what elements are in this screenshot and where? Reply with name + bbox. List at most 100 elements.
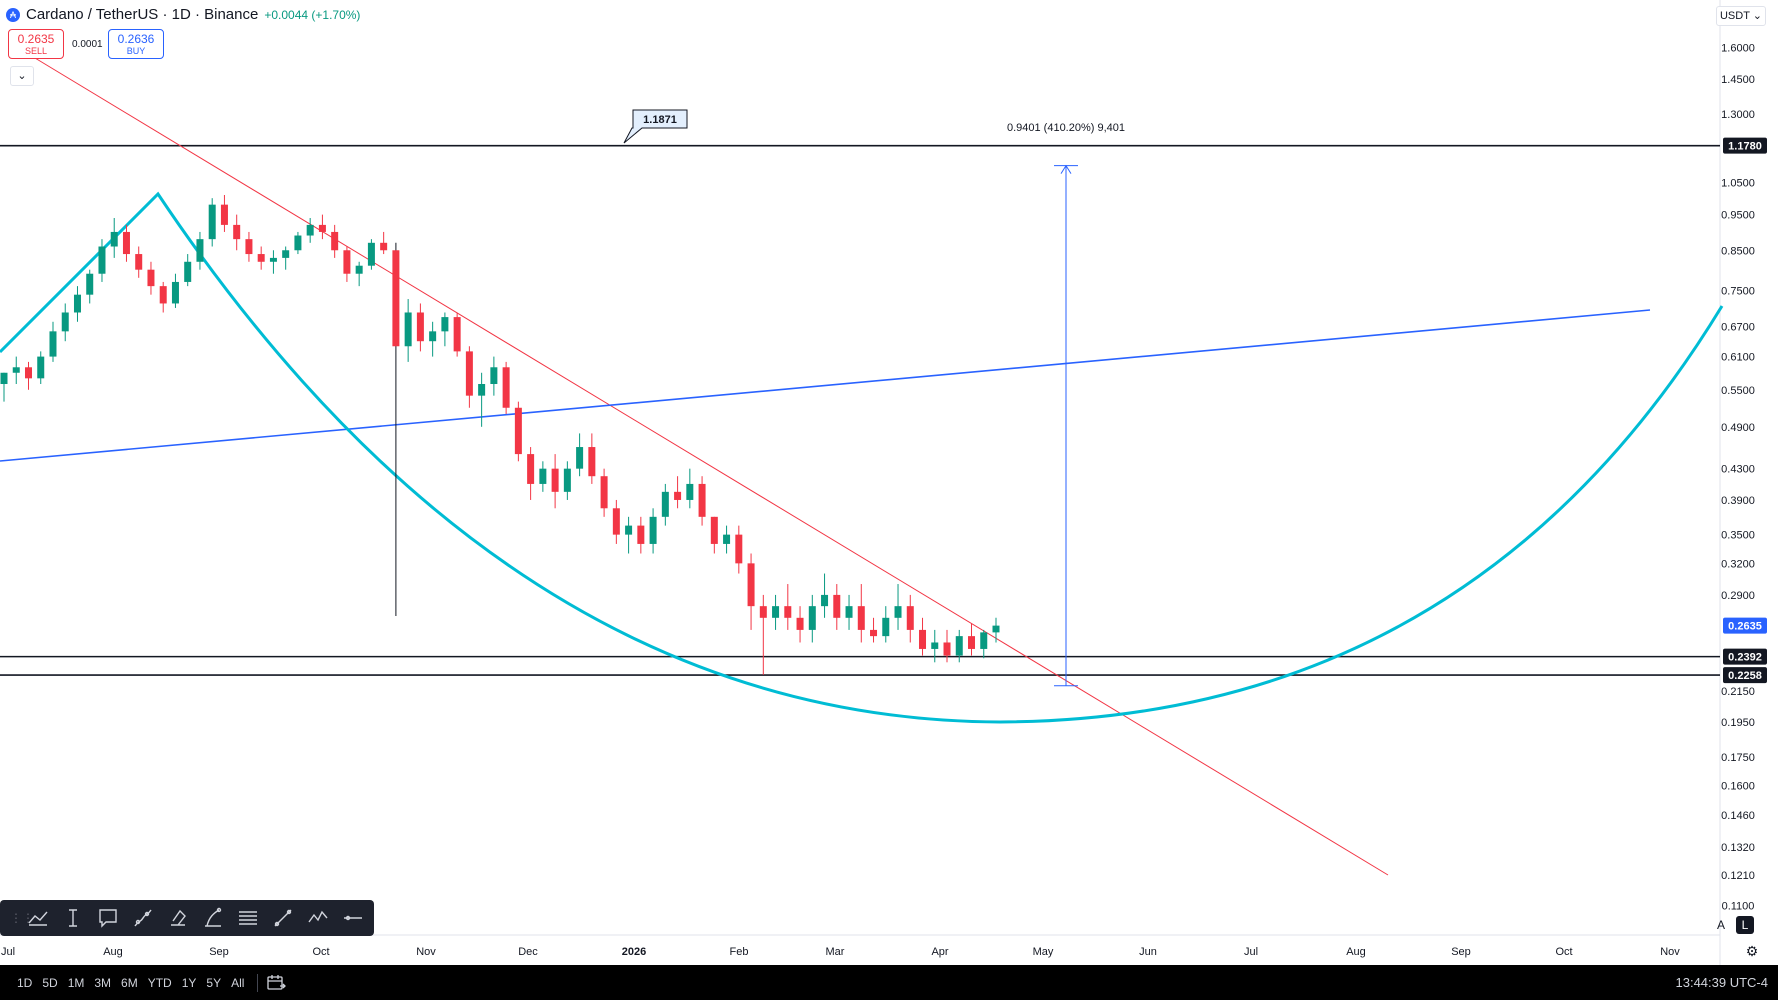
candle-body [698,483,706,517]
range-5d[interactable]: 5D [42,975,58,990]
candle-body [784,606,792,618]
cardano-logo-icon: ₳ [6,7,20,22]
callout-box[interactable] [623,109,688,144]
y-tick-label: 0.1210 [1721,870,1755,882]
x-tick-label: Aug [103,946,123,958]
range-6m[interactable]: 6M [121,975,138,990]
callout-tool[interactable] [92,904,123,932]
candle-body [796,617,804,630]
y-tick-label: 0.4900 [1721,422,1755,434]
candle-body [220,204,228,225]
candle-body [894,606,902,618]
range-1m[interactable]: 1M [67,975,85,990]
candle-body [992,625,1000,633]
range-all[interactable]: All [231,975,245,990]
symbol-title[interactable]: Cardano / TetherUS · 1D · Binance [26,6,259,23]
chart-settings-button[interactable]: ⚙ [1744,943,1760,959]
buy-label: BUY [126,46,146,56]
candle-body [576,447,584,469]
candle-body [110,231,118,247]
candle-body [637,525,645,544]
price-axis-label-text: 0.2392 [1728,652,1762,664]
y-tick-label: 0.3900 [1721,495,1755,507]
pattern-tool[interactable] [302,904,333,932]
trend-line-tool-icon [27,911,48,926]
scale-mode-buttons: A L [1712,916,1754,934]
price-axis-label [1723,667,1767,684]
candle-body [551,468,559,492]
auto-scale-button[interactable]: A [1716,918,1725,932]
candle-body [269,257,277,262]
candle-body [674,491,682,500]
y-tick-label: 0.2900 [1721,590,1755,602]
goto-date-button[interactable] [266,974,287,992]
y-tick-label: 1.6000 [1721,43,1755,55]
range-1y[interactable]: 1Y [181,975,197,990]
candle-body [245,239,253,255]
rounding-bottom-curve[interactable] [0,191,1724,724]
path-tool[interactable] [197,904,228,932]
symbol-header: ₳ Cardano / TetherUS · 1D · Binance +0.0… [6,6,360,23]
fib-retracement-tool[interactable] [232,904,263,932]
clock-timezone[interactable]: 13:44:39 UTC-4 [1675,975,1769,990]
candle-body [37,356,45,379]
candle-body [955,636,963,656]
y-tick-label: 0.7500 [1721,285,1755,297]
range-1d[interactable]: 1D [17,975,33,990]
y-tick-label: 0.8500 [1721,245,1755,257]
candle-body [710,516,718,544]
x-tick-label: Dec [518,946,538,958]
candle-body [723,534,731,544]
collapse-legend-button[interactable]: ⌄ [10,66,34,86]
y-tick-label: 0.1950 [1721,717,1755,729]
horizontal-line-tool[interactable] [337,904,368,932]
candle-body [12,367,20,373]
x-tick-label: Jul [1,946,15,958]
ascending-trendline[interactable] [0,309,1651,462]
fib-retracement-tool-icon [238,911,257,925]
x-tick-label: Oct [312,946,329,958]
candle-body [257,254,265,262]
sell-label: SELL [24,46,48,56]
price-change: +0.0044 (+1.70%) [264,7,361,22]
sell-price: 0.2635 [17,32,55,46]
currency-select[interactable]: USDT ⌄ [1716,6,1766,26]
y-tick-label: 1.4500 [1721,74,1755,86]
candle-body [49,331,57,357]
ray-tool[interactable] [267,904,298,932]
drag-handle-icon[interactable]: ⋮⋮ [10,911,34,925]
x-tick-label: Nov [416,946,436,958]
range-ytd[interactable]: YTD [147,975,172,990]
candle-body [318,224,326,232]
callout-label: 1.1871 [643,114,677,126]
candle-body [919,629,927,649]
candle-body [968,636,976,649]
candle-body [882,617,890,637]
brush-tool[interactable] [127,904,158,932]
buy-button[interactable]: 0.2636 BUY [108,29,164,59]
candle-body [355,265,363,274]
y-tick-label: 0.3200 [1721,558,1755,570]
text-cursor-tool[interactable] [57,904,88,932]
candle-body [159,286,167,304]
text-cursor-tool-icon [68,909,77,927]
y-tick-label: 0.4300 [1721,464,1755,476]
sell-button[interactable]: 0.2635 SELL [8,29,64,59]
price-axis-label-text: 0.2258 [1728,670,1762,682]
x-tick-label: 2026 [622,946,646,958]
callout-tool-icon [98,909,117,928]
eraser-tool[interactable] [162,904,193,932]
descending-trendline[interactable] [29,54,1389,876]
trend-line-tool[interactable] [22,904,53,932]
range-3m[interactable]: 3M [94,975,112,990]
candle-body [416,312,424,342]
y-tick-label: 0.3500 [1721,530,1755,542]
candle-body [147,269,155,287]
horizontal-line-tool-icon [343,915,362,921]
range-5y[interactable]: 5Y [206,975,222,990]
toolbar-divider [257,973,259,992]
price-chart[interactable]: 1.6000 1.4500 1.3000 1.0500 0.9500 0.8500 0.75… [0,0,1778,965]
currency-label: USDT [1719,10,1750,22]
y-tick-label: 1.0500 [1721,178,1755,190]
log-scale-button[interactable]: L [1736,916,1754,934]
